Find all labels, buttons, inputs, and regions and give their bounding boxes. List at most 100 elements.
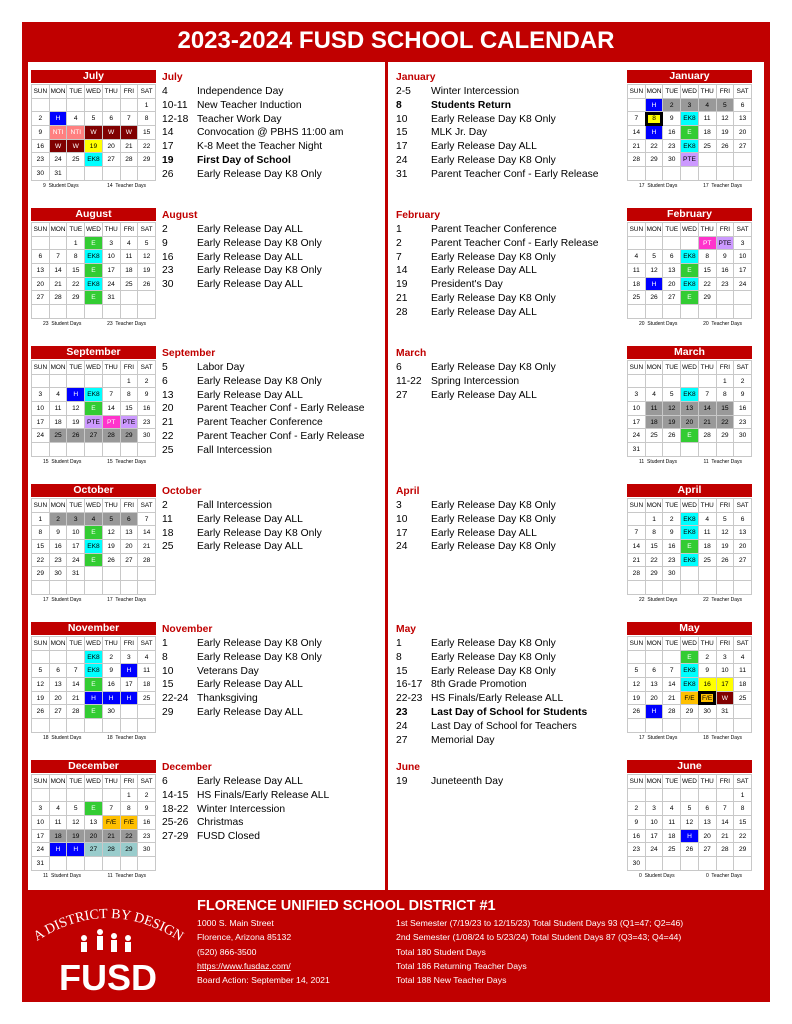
day-cell[interactable]: 27 (662, 290, 682, 306)
day-cell[interactable]: W (66, 138, 86, 154)
day-cell[interactable]: 19 (715, 125, 735, 140)
day-cell[interactable]: 26 (715, 552, 735, 568)
day-cell[interactable]: 4 (733, 649, 752, 665)
day-cell[interactable]: E (84, 401, 103, 416)
day-cell[interactable]: 14 (66, 677, 86, 692)
day-cell[interactable]: 18 (137, 677, 156, 692)
day-cell[interactable]: 17 (66, 539, 86, 554)
day-cell[interactable]: 6 (101, 111, 121, 127)
day-cell[interactable]: 18 (644, 414, 664, 430)
day-cell[interactable]: 20 (697, 828, 717, 844)
day-cell[interactable]: 1 (715, 373, 735, 389)
day-cell[interactable]: 17 (627, 414, 646, 430)
day-cell[interactable]: 6 (31, 249, 50, 265)
day-cell[interactable]: 8 (644, 111, 664, 127)
day-cell[interactable]: EK8 (680, 552, 699, 568)
day-cell[interactable]: 23 (733, 414, 752, 430)
day-cell[interactable]: 27 (48, 704, 68, 720)
day-cell[interactable]: W (84, 125, 103, 140)
day-cell[interactable]: 16 (101, 677, 121, 692)
day-cell[interactable]: 8 (137, 111, 156, 127)
day-cell[interactable]: 28 (662, 704, 682, 720)
day-cell[interactable]: 16 (697, 677, 717, 692)
website-link[interactable]: https://www.fusdaz.com/ (197, 960, 291, 971)
day-cell[interactable]: EK8 (84, 539, 103, 554)
day-cell[interactable]: W (715, 690, 735, 706)
day-cell[interactable]: 19 (137, 263, 156, 278)
day-cell[interactable]: 28 (101, 428, 121, 444)
day-cell[interactable]: 14 (715, 815, 735, 830)
day-cell[interactable]: 22 (644, 138, 664, 154)
day-cell[interactable]: H (119, 663, 139, 679)
day-cell[interactable]: 4 (137, 649, 156, 665)
day-cell[interactable]: 10 (101, 249, 121, 265)
day-cell[interactable]: 17 (644, 828, 664, 844)
day-cell[interactable]: 7 (715, 801, 735, 817)
day-cell[interactable]: 21 (627, 138, 646, 154)
day-cell[interactable]: H (48, 111, 68, 127)
day-cell[interactable]: 24 (66, 552, 86, 568)
day-cell[interactable]: 11 (697, 525, 717, 541)
day-cell[interactable]: 10 (733, 249, 752, 265)
day-cell[interactable]: 5 (644, 249, 664, 265)
day-cell[interactable]: 29 (119, 842, 139, 858)
day-cell[interactable]: 4 (119, 235, 139, 251)
day-cell[interactable]: 17 (119, 677, 139, 692)
day-cell[interactable]: 30 (697, 704, 717, 720)
day-cell[interactable]: E (680, 125, 699, 140)
day-cell[interactable]: 4 (84, 511, 103, 527)
day-cell[interactable]: EK8 (680, 111, 699, 127)
day-cell[interactable]: 24 (733, 276, 752, 292)
day-cell[interactable]: 31 (31, 856, 50, 871)
day-cell[interactable]: 29 (137, 152, 156, 168)
day-cell[interactable]: 5 (31, 663, 50, 679)
day-cell[interactable]: 23 (662, 552, 682, 568)
day-cell[interactable]: EK8 (680, 525, 699, 541)
day-cell[interactable]: 10 (644, 815, 664, 830)
day-cell[interactable]: 28 (66, 704, 86, 720)
day-cell[interactable]: 24 (31, 428, 50, 444)
day-cell[interactable]: 2 (662, 97, 682, 113)
day-cell[interactable]: PTE (680, 152, 699, 168)
day-cell[interactable]: 12 (627, 677, 646, 692)
day-cell[interactable]: 18 (697, 539, 717, 554)
day-cell[interactable]: 19 (66, 828, 86, 844)
day-cell[interactable]: 12 (680, 815, 699, 830)
day-cell[interactable]: 7 (627, 111, 646, 127)
day-cell[interactable]: H (644, 97, 664, 113)
day-cell[interactable]: EK8 (84, 649, 103, 665)
day-cell[interactable]: 23 (627, 842, 646, 858)
day-cell[interactable]: 2 (627, 801, 646, 817)
day-cell[interactable]: 19 (662, 414, 682, 430)
day-cell[interactable]: 29 (119, 428, 139, 444)
day-cell[interactable]: 9 (662, 525, 682, 541)
day-cell[interactable]: 20 (644, 690, 664, 706)
day-cell[interactable]: 4 (662, 801, 682, 817)
day-cell[interactable]: 22 (31, 552, 50, 568)
day-cell[interactable]: 7 (697, 387, 717, 403)
day-cell[interactable]: 14 (627, 125, 646, 140)
day-cell[interactable]: 31 (627, 442, 646, 457)
day-cell[interactable]: 20 (48, 690, 68, 706)
day-cell[interactable]: 11 (119, 249, 139, 265)
day-cell[interactable]: 3 (644, 801, 664, 817)
day-cell[interactable]: 16 (31, 138, 50, 154)
day-cell[interactable]: 12 (66, 401, 86, 416)
day-cell[interactable]: 13 (31, 263, 50, 278)
day-cell[interactable]: E (680, 539, 699, 554)
day-cell[interactable]: 18 (627, 276, 646, 292)
day-cell[interactable]: 27 (84, 842, 103, 858)
day-cell[interactable]: 6 (733, 511, 752, 527)
day-cell[interactable]: 8 (66, 249, 86, 265)
day-cell[interactable]: 30 (627, 856, 646, 871)
day-cell[interactable]: 10 (627, 401, 646, 416)
day-cell[interactable]: 11 (733, 663, 752, 679)
day-cell[interactable]: 6 (48, 663, 68, 679)
day-cell[interactable]: 9 (137, 387, 156, 403)
day-cell[interactable]: 10 (715, 663, 735, 679)
day-cell[interactable]: 8 (119, 801, 139, 817)
day-cell[interactable]: 26 (101, 552, 121, 568)
day-cell[interactable]: 28 (137, 552, 156, 568)
day-cell[interactable]: EK8 (680, 276, 699, 292)
day-cell[interactable]: 22 (66, 276, 86, 292)
